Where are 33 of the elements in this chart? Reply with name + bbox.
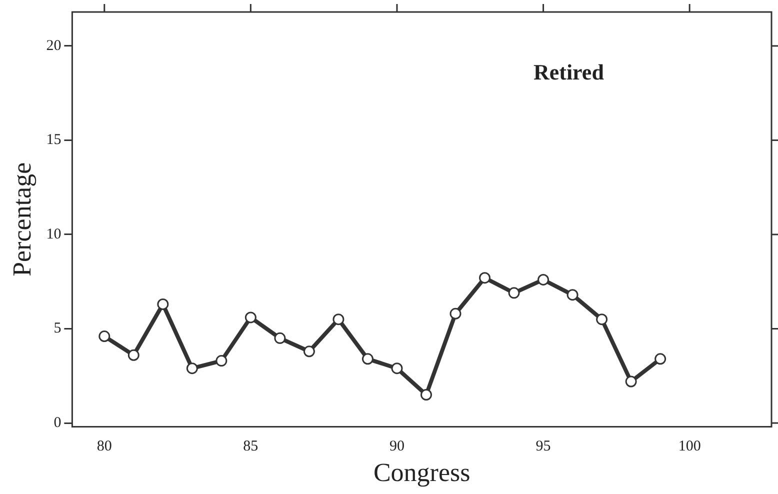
point	[538, 274, 550, 286]
point	[244, 312, 256, 324]
point	[625, 376, 637, 388]
point	[157, 298, 169, 310]
point	[450, 308, 462, 320]
y-tick-label: 0	[54, 414, 62, 431]
x-tick-label: 100	[678, 438, 701, 455]
x-tick-label: 90	[389, 438, 404, 455]
point	[566, 289, 578, 301]
point	[128, 349, 140, 361]
point	[98, 330, 110, 342]
point	[654, 353, 666, 365]
point	[216, 355, 228, 367]
point	[508, 287, 520, 299]
point	[596, 314, 608, 326]
point	[303, 346, 315, 358]
point	[391, 362, 403, 374]
x-tick-label: 85	[243, 438, 258, 455]
point	[274, 332, 286, 344]
point	[420, 389, 432, 400]
point	[186, 362, 198, 374]
x-axis-title: Congress	[373, 458, 470, 488]
y-tick-label: 10	[46, 226, 62, 242]
point	[332, 314, 344, 326]
x-tick-label: 95	[536, 438, 551, 455]
point	[362, 353, 374, 365]
annotation: Retired	[533, 60, 604, 85]
y-tick-label: 20	[46, 38, 62, 54]
y-axis-title: Percentage	[7, 162, 36, 276]
y-tick-label: 5	[54, 320, 62, 337]
x-tick-label: 80	[96, 438, 112, 455]
point	[479, 272, 491, 284]
y-tick-label: 15	[46, 132, 62, 148]
